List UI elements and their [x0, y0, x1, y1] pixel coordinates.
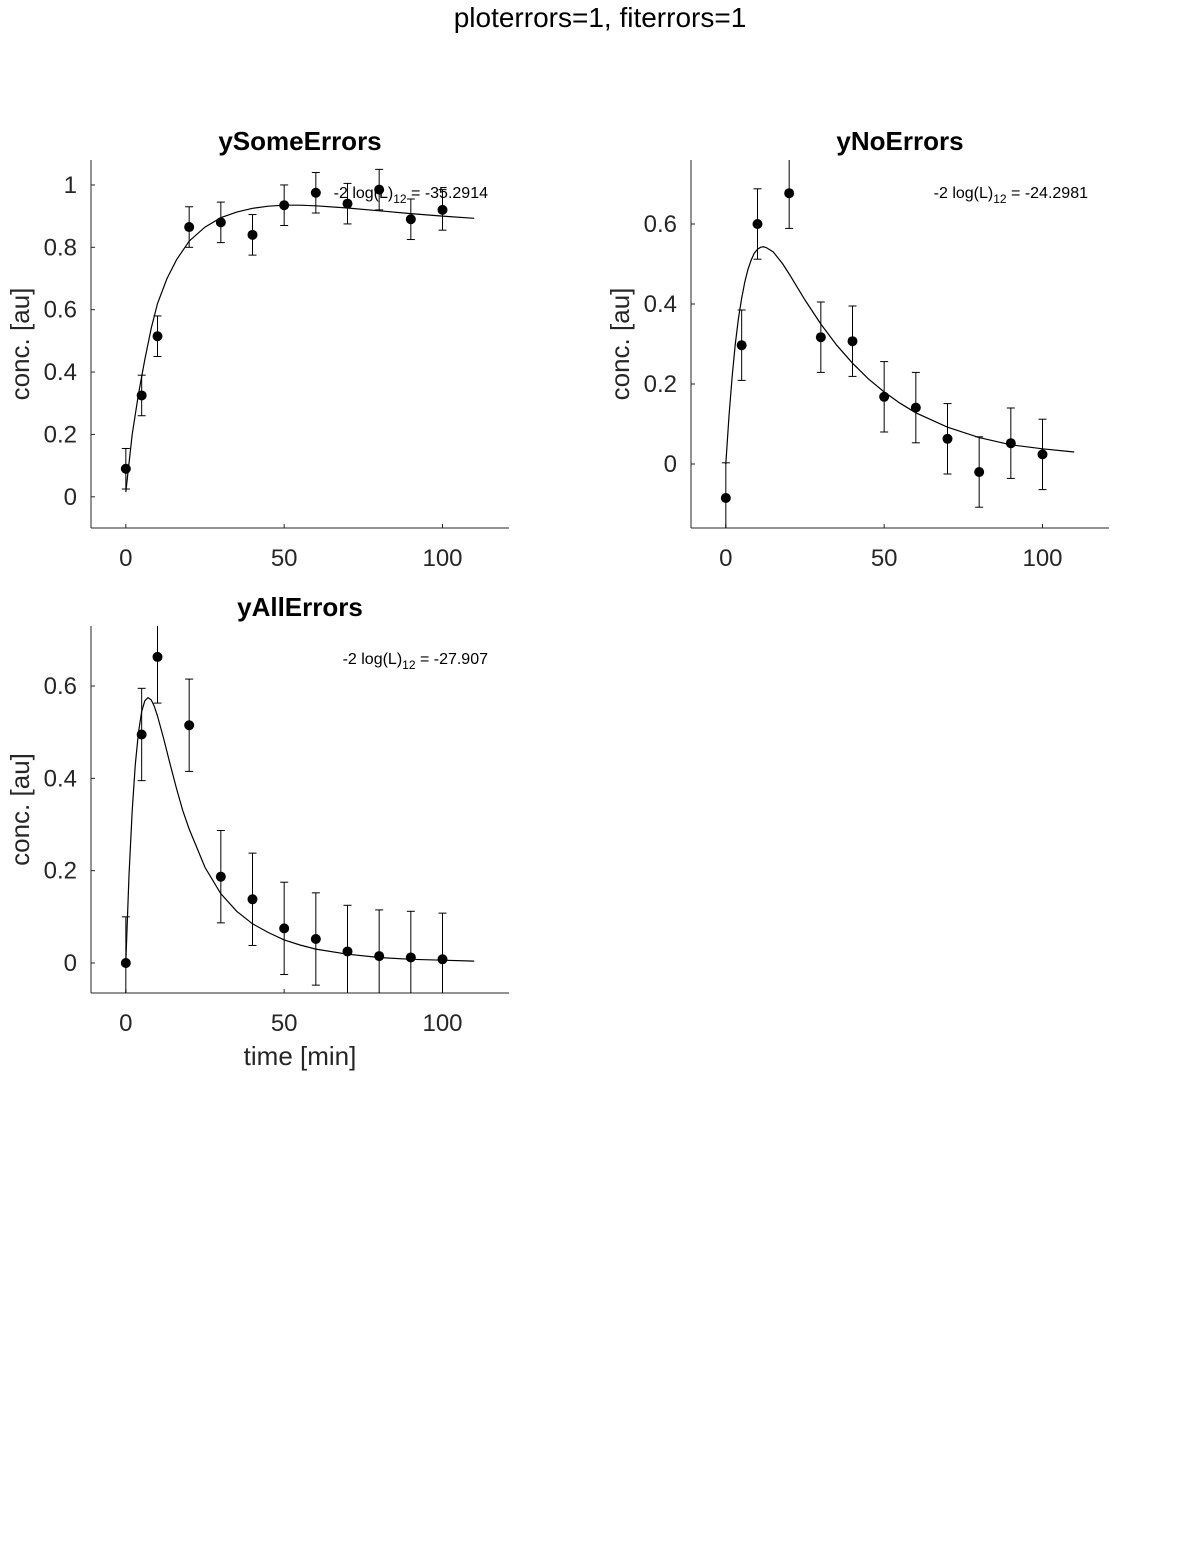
- y-axis-label: conc. [au]: [605, 288, 635, 401]
- chart-data-area: [120, 626, 475, 993]
- annotation-subscript: 12: [393, 192, 407, 206]
- data-point: [1005, 438, 1016, 449]
- data-point: [184, 720, 195, 731]
- data-point: [136, 729, 147, 740]
- chart-title: yNoErrors: [836, 126, 963, 156]
- data-point: [374, 951, 385, 962]
- x-axis-label: time [min]: [244, 1041, 357, 1071]
- data-point: [720, 493, 731, 503]
- data-point: [342, 946, 353, 957]
- fit-line: [125, 696, 475, 964]
- likelihood-annotation: -2 log(L)12 = -24.2981: [934, 185, 1088, 206]
- y-tick-label: 0.2: [44, 421, 77, 448]
- fit-line: [125, 204, 475, 493]
- y-tick-label: 0: [64, 950, 77, 977]
- data-point: [847, 336, 858, 347]
- y-axis-label: conc. [au]: [5, 753, 35, 866]
- data-point: [942, 433, 953, 444]
- y-tick-label: 0.4: [44, 359, 77, 386]
- annotation-value: = -35.2914: [407, 185, 489, 202]
- data-point: [405, 214, 416, 225]
- chart-data-area: [720, 160, 1075, 528]
- likelihood-annotation: -2 log(L)12 = -35.2914: [334, 185, 488, 206]
- x-tick-label: 100: [1022, 545, 1062, 572]
- y-tick-label: 0.6: [644, 211, 677, 238]
- data-point: [342, 198, 353, 209]
- y-tick-label: 0.6: [44, 673, 77, 700]
- x-tick-label: 50: [271, 1010, 298, 1037]
- y-tick-label: 0: [664, 451, 677, 478]
- annotation-subscript: 12: [402, 658, 416, 672]
- annotation-subscript: 12: [993, 192, 1007, 206]
- annotation-value: = -27.907: [416, 651, 489, 668]
- data-point: [752, 219, 763, 229]
- x-tick-label: 50: [271, 545, 298, 572]
- likelihood-annotation: -2 log(L)12 = -27.907: [343, 651, 489, 672]
- chart-title: ySomeErrors: [218, 126, 381, 156]
- data-point: [437, 204, 448, 215]
- data-point: [215, 217, 226, 228]
- x-tick-label: 0: [719, 545, 732, 572]
- y-tick-label: 1: [64, 172, 77, 199]
- y-tick-label: 0: [64, 484, 77, 511]
- annotation-prefix: -2 log(L): [343, 651, 403, 668]
- annotation-value: = -24.2981: [1007, 185, 1089, 202]
- y-tick-label: 0.6: [44, 297, 77, 324]
- chart-data-area: [120, 168, 475, 493]
- data-point: [736, 340, 747, 351]
- data-point: [247, 229, 258, 240]
- data-point: [310, 187, 321, 198]
- annotation-prefix: -2 log(L): [334, 185, 394, 202]
- x-tick-label: 50: [871, 545, 898, 572]
- x-tick-label: 100: [422, 545, 462, 572]
- data-point: [374, 184, 385, 195]
- data-point: [1037, 449, 1048, 460]
- data-point: [310, 933, 321, 944]
- data-point: [152, 331, 163, 342]
- chart-panel-2: yAllErrors 0 50 100 0 0.2 0.4 0.6 conc. [au] time…: [5, 592, 509, 1071]
- data-point: [215, 871, 226, 882]
- data-point: [879, 391, 890, 402]
- figure-title: ploterrors=1, fiterrors=1: [453, 2, 747, 33]
- data-point: [120, 957, 131, 968]
- x-tick-label: 0: [119, 1010, 132, 1037]
- x-tick-label: 100: [422, 1010, 462, 1037]
- annotation-prefix: -2 log(L): [934, 185, 994, 202]
- data-point: [437, 954, 448, 965]
- data-point: [184, 222, 195, 233]
- data-point: [279, 200, 290, 211]
- chart-panel-1: yNoErrors 0 50 100 0 0.2 0.4 0.6 conc. [au] -2 lo…: [605, 126, 1109, 572]
- data-point: [120, 463, 131, 474]
- data-point: [152, 651, 163, 662]
- data-point: [910, 402, 921, 413]
- y-tick-label: 0.8: [44, 234, 77, 261]
- data-point: [279, 923, 290, 934]
- data-point: [815, 332, 826, 343]
- fit-line: [725, 246, 1075, 465]
- chart-title: yAllErrors: [237, 592, 363, 622]
- y-tick-label: 0.2: [644, 371, 677, 398]
- data-point: [136, 390, 147, 401]
- data-point: [784, 188, 795, 199]
- chart-panel-0: ySomeErrors 0 50 100 0 0.2 0.4 0.6 0.8 1 conc. [au…: [5, 126, 509, 572]
- data-point: [405, 952, 416, 963]
- y-tick-label: 0.2: [44, 858, 77, 885]
- x-tick-label: 0: [119, 545, 132, 572]
- y-tick-label: 0.4: [644, 291, 677, 318]
- y-tick-label: 0.4: [44, 765, 77, 792]
- y-axis-label: conc. [au]: [5, 288, 35, 401]
- data-point: [974, 467, 985, 477]
- data-point: [247, 894, 258, 905]
